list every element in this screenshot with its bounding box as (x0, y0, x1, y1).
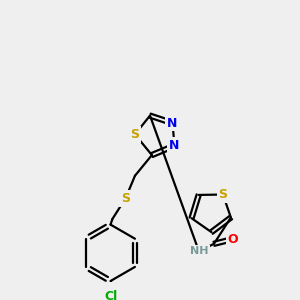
Text: S: S (218, 188, 227, 201)
Text: N: N (169, 139, 180, 152)
Text: S: S (130, 128, 140, 141)
Text: Cl: Cl (104, 290, 117, 300)
Text: S: S (121, 192, 130, 205)
Text: O: O (227, 232, 238, 246)
Text: N: N (167, 117, 178, 130)
Text: NH: NH (190, 246, 208, 256)
